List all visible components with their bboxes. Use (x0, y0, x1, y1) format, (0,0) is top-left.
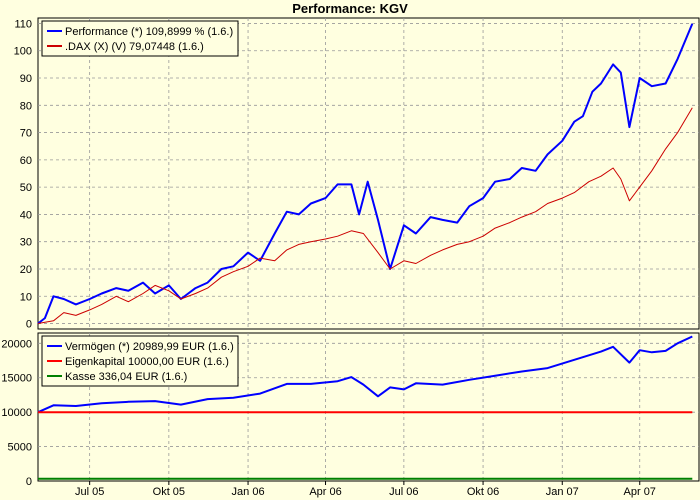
y-tick-label: 30 (20, 237, 32, 249)
x-tick-label: Jan 06 (232, 486, 265, 498)
y-tick-label: 0 (26, 319, 32, 331)
legend-box (41, 20, 239, 57)
series-line (37, 107, 693, 324)
chart-title: Performance: KGV (292, 1, 408, 16)
y-tick-label: 0 (26, 476, 32, 488)
y-tick-label: 70 (20, 128, 32, 140)
y-tick-label: 50 (20, 182, 32, 194)
plot-area (37, 332, 700, 482)
x-tick-label: Apr 07 (624, 486, 656, 498)
y-tick-label: 60 (20, 155, 32, 167)
y-tick-label: 20 (20, 264, 32, 276)
x-tick-label: Okt 05 (153, 486, 185, 498)
legend-box (41, 335, 239, 387)
legend-entry: Performance (*) 109,8999 % (1.6.) (65, 26, 233, 38)
y-tick-label: 40 (20, 209, 32, 221)
x-tick-label: Jul 05 (75, 486, 104, 498)
y-tick-label: 10000 (1, 407, 32, 419)
x-tick-label: Apr 06 (309, 486, 341, 498)
legend-entry: .DAX (X) (V) 79,07448 (1.6.) (65, 41, 204, 53)
series-line (37, 335, 693, 414)
y-tick-label: 5000 (8, 442, 32, 454)
y-tick-label: 100 (14, 46, 32, 58)
y-tick-label: 90 (20, 73, 32, 85)
plot-area (37, 17, 700, 330)
legend-entry: Kasse 336,04 EUR (1.6.) (65, 371, 187, 383)
y-tick-label: 15000 (1, 373, 32, 385)
legend-entry: Vermögen (*) 20989,99 EUR (1.6.) (65, 341, 234, 353)
x-tick-label: Jan 07 (546, 486, 579, 498)
y-tick-label: 10 (20, 291, 32, 303)
x-tick-label: Okt 06 (467, 486, 499, 498)
y-tick-label: 20000 (1, 338, 32, 350)
x-tick-label: Jul 06 (389, 486, 418, 498)
series-line (37, 23, 694, 325)
legend-entry: Eigenkapital 10000,00 EUR (1.6.) (65, 356, 229, 368)
y-tick-label: 80 (20, 100, 32, 112)
y-tick-label: 110 (14, 18, 32, 30)
